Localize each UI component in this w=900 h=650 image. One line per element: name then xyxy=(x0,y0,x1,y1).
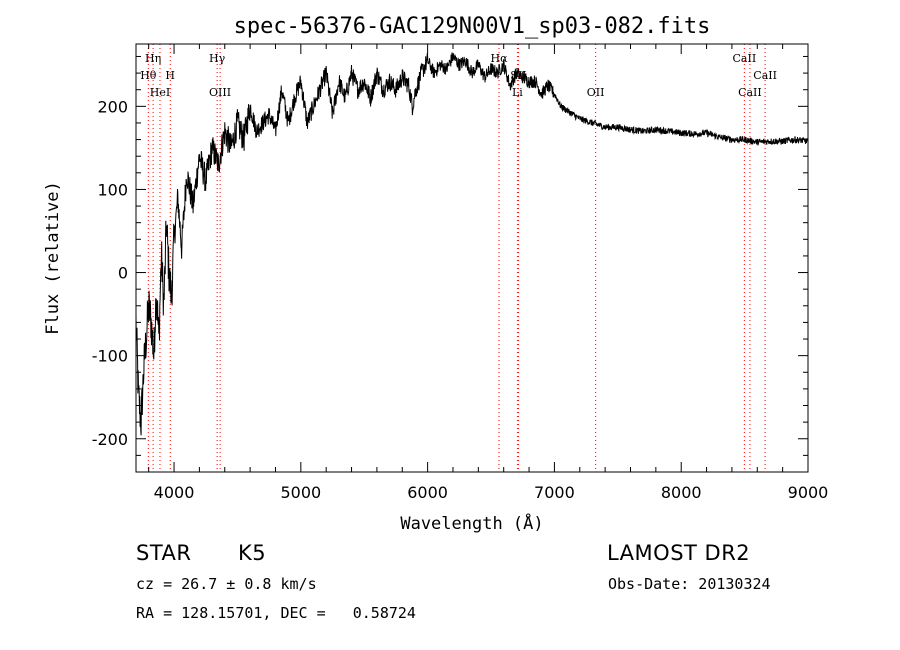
coordinates: RA = 128.15701, DEC = 0.58724 xyxy=(136,604,416,622)
line-label: CaII xyxy=(738,86,762,99)
y-tick-label: 200 xyxy=(97,97,128,116)
line-label: CaII xyxy=(753,69,777,82)
line-label: OIII xyxy=(209,86,231,99)
survey-name: LAMOST DR2 xyxy=(607,541,751,565)
spectrum-line xyxy=(136,52,808,436)
line-label: Hα xyxy=(490,52,508,65)
x-tick-label: 8000 xyxy=(661,483,702,502)
y-tick-label: -200 xyxy=(92,430,128,449)
line-label: Hθ xyxy=(140,69,157,82)
line-label: HeI xyxy=(150,86,170,99)
y-axis-label: Flux (relative) xyxy=(43,181,63,335)
object-subclass: K5 xyxy=(238,541,267,565)
chart-title: spec-56376-GAC129N00V1_sp03-082.fits xyxy=(234,14,711,39)
x-tick-label: 5000 xyxy=(280,483,321,502)
y-tick-label: 0 xyxy=(118,264,128,283)
plot-frame xyxy=(135,43,809,473)
line-label: H xyxy=(165,69,175,82)
redshift-text: cz = 26.7 ± 0.8 km/s xyxy=(136,575,317,593)
x-tick-label: 6000 xyxy=(407,483,448,502)
x-tick-label: 9000 xyxy=(788,483,829,502)
line-label: Hη xyxy=(145,52,161,65)
y-tick-label: -100 xyxy=(92,347,128,366)
x-axis-label: Wavelength (Å) xyxy=(400,512,543,534)
line-label: Hγ xyxy=(209,52,226,65)
line-label: OII xyxy=(587,86,605,99)
obs-date: Obs-Date: 20130324 xyxy=(608,575,771,593)
line-label: Li xyxy=(512,86,523,99)
line-label: CaII xyxy=(733,52,757,65)
object-class: STAR xyxy=(136,541,192,565)
line-label: SII xyxy=(510,69,526,82)
y-tick-label: 100 xyxy=(97,180,128,199)
x-tick-label: 4000 xyxy=(154,483,195,502)
x-tick-label: 7000 xyxy=(534,483,575,502)
